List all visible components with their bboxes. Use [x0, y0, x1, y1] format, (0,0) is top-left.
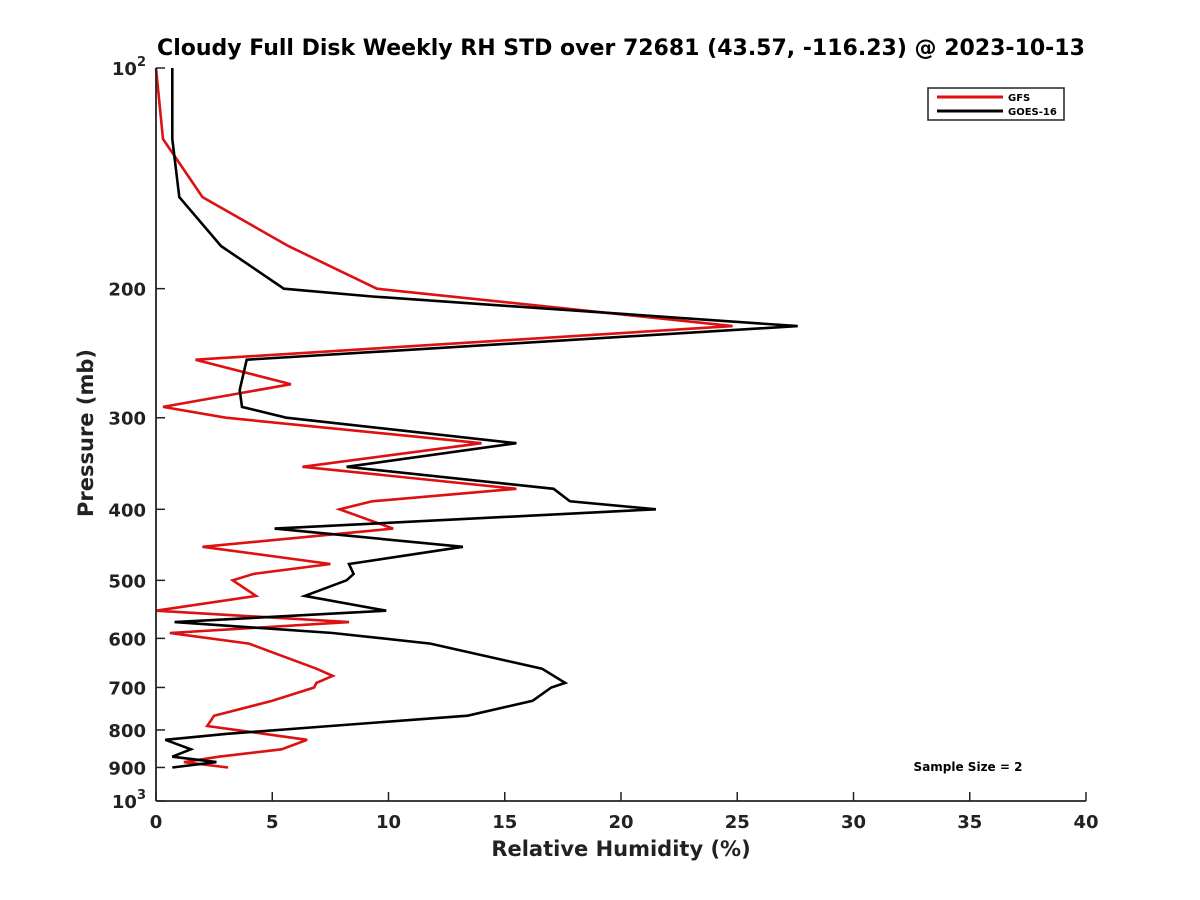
y-tick-label: 300: [108, 409, 146, 430]
sample-size-annotation: Sample Size = 2: [914, 760, 1023, 774]
y-tick-label: 102: [112, 55, 146, 80]
series-line-goes16: [164, 68, 798, 769]
y-tick-label: 600: [108, 629, 146, 650]
x-tick-label: 30: [841, 812, 866, 833]
chart-title: Cloudy Full Disk Weekly RH STD over 7268…: [157, 36, 1085, 61]
legend-label-goes16: GOES-16: [1008, 107, 1057, 118]
x-axis-label: Relative Humidity (%): [491, 837, 750, 861]
series-group: [154, 67, 798, 769]
y-tick-label: 800: [108, 721, 146, 742]
x-tick-label: 20: [608, 812, 633, 833]
x-tick-label: 5: [266, 812, 279, 833]
x-tick-label: 40: [1073, 812, 1098, 833]
x-tick-label: 25: [725, 812, 750, 833]
y-tick-label: 103: [112, 788, 146, 813]
y-tick-label: 500: [108, 571, 146, 592]
y-axis-label: Pressure (mb): [74, 349, 98, 517]
y-tick-label: 200: [108, 280, 146, 301]
series-line-gfs: [154, 67, 733, 769]
x-tick-label: 15: [492, 812, 517, 833]
legend-box: [927, 87, 1065, 121]
legend: GFS GOES-16: [927, 87, 1065, 121]
y-tick-label: 700: [108, 678, 146, 699]
plot-area: 0 5 10 15 20 25 30 35 40 102 200 300 400 500 600 700 80…: [108, 55, 1098, 833]
x-tick-label: 0: [150, 812, 163, 833]
x-tick-label: 35: [957, 812, 982, 833]
x-tick-label: 10: [376, 812, 401, 833]
y-tick-label: 900: [108, 758, 146, 779]
x-ticks: 0 5 10 15 20 25 30 35 40: [150, 792, 1099, 833]
legend-label-gfs: GFS: [1008, 93, 1030, 104]
y-ticks: 102 200 300 400 500 600 700 800 900 103: [108, 55, 165, 813]
y-tick-label: 400: [108, 500, 146, 521]
